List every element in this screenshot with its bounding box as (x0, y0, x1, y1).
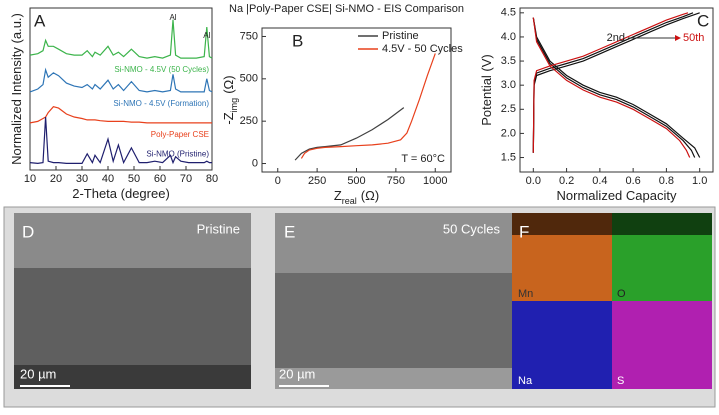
peak-annotation: Al (203, 31, 210, 40)
axis-label-text: Normalized Capacity (557, 188, 677, 203)
axis-label-unit: (Ω) (361, 188, 379, 203)
map-label: Mn (518, 288, 533, 300)
annotation: 50th (683, 32, 704, 44)
x-tick-label: 20 (50, 173, 62, 185)
panel-label: B (292, 31, 303, 50)
data-line (300, 53, 436, 159)
legend-label: 4.5V - 50 Cycles (382, 43, 463, 55)
axis-label-sub: img (229, 98, 239, 113)
sem-image-top (275, 213, 512, 273)
y-tick-label: 4.5 (501, 7, 516, 19)
panel-label: A (34, 11, 46, 30)
y-axis-label: Normalized Intensity (a.u.) (9, 13, 24, 165)
axis-label-sub: real (342, 196, 357, 206)
x-tick-label: 0 (275, 175, 281, 187)
x-tick-label: 250 (308, 175, 326, 187)
x-tick-label: 0.2 (559, 175, 574, 187)
data-line (532, 17, 701, 158)
x-tick-label: 30 (76, 173, 88, 185)
scale-label: 20 µm (279, 366, 315, 381)
annotation: T = 60°C (401, 153, 445, 165)
sem-image-top (14, 213, 251, 268)
x-tick-label: 1.0 (692, 175, 707, 187)
axis-label-text: Potential (V) (479, 54, 494, 126)
y-tick-label: 3.5 (501, 55, 516, 67)
x-tick-label: 750 (387, 175, 405, 187)
caption: 50 Cycles (443, 221, 501, 236)
data-line (294, 107, 405, 161)
x-axis-label: Zreal (Ω) (334, 188, 379, 206)
y-tick-label: 3.0 (501, 79, 516, 91)
panel-label: C (697, 11, 709, 30)
plot-frame (29, 7, 213, 171)
y-tick-label: 250 (240, 115, 258, 127)
axis-label-text: 2-Theta (degree) (72, 186, 170, 201)
x-tick-label: 50 (128, 173, 140, 185)
panel-label: E (284, 222, 295, 241)
data-line (532, 12, 689, 153)
x-tick-label: 500 (347, 175, 365, 187)
x-tick-label: 0.6 (625, 175, 640, 187)
series-label: Poly-Paper CSE (151, 130, 209, 139)
micrograph-panel: D Pristine 20 µm E 50 Cycles 20 µm F Mn … (3, 206, 716, 408)
sem-image-bottom (275, 368, 512, 389)
x-tick-label: 10 (24, 173, 36, 185)
axis-label-unit: (Ω) (221, 75, 236, 93)
x-tick-label: 80 (206, 173, 218, 185)
y-tick-label: 1.5 (501, 151, 516, 163)
map-label: O (617, 288, 626, 300)
y-tick-label: 2.0 (501, 127, 516, 139)
data-line (29, 116, 212, 165)
eds-map-s (612, 301, 712, 389)
annotation-arrowhead (675, 35, 681, 41)
y-tick-label: 750 (240, 30, 258, 42)
y-tick-label: 2.5 (501, 103, 516, 115)
legend-label: Pristine (382, 30, 419, 42)
panel-label: D (22, 222, 34, 241)
y-tick-label: 500 (240, 73, 258, 85)
caption: Pristine (197, 221, 240, 236)
axis-label-text: Normalized Intensity (a.u.) (9, 13, 24, 165)
x-axis-label: 2-Theta (degree) (72, 186, 170, 201)
y-axis-label: Potential (V) (479, 54, 494, 126)
data-line (532, 17, 691, 158)
scale-label: 20 µm (20, 366, 56, 381)
data-line (29, 19, 213, 59)
x-tick-label: 1000 (423, 175, 447, 187)
panel-label: F (519, 222, 529, 241)
map-label: S (617, 375, 624, 387)
series-label: Si-NMO - 4.5V (Formation) (113, 99, 209, 108)
x-tick-label: 0.0 (526, 175, 541, 187)
y-tick-label: 4.0 (501, 31, 516, 43)
eds-map-na (512, 301, 612, 389)
peak-annotation: Al (169, 13, 176, 22)
data-line (29, 67, 213, 93)
axis-label-text: -Z (221, 112, 236, 124)
x-tick-label: 0.8 (659, 175, 674, 187)
axis-label-text: Z (334, 188, 342, 203)
data-line (29, 106, 212, 124)
series-label: Si-NMO (Pristine) (146, 150, 209, 159)
x-axis-label: Normalized Capacity (557, 188, 677, 203)
data-line (532, 17, 696, 158)
annotation: 2nd (607, 32, 625, 44)
x-tick-label: 60 (154, 173, 166, 185)
series-label: Si-NMO - 4.5V (50 Cycles) (114, 65, 209, 74)
eds-map-top (512, 213, 712, 235)
x-tick-label: 40 (102, 173, 114, 185)
chart-title: Na |Poly-Paper CSE| Si-NMO - EIS Compari… (229, 3, 464, 15)
x-tick-label: 70 (180, 173, 192, 185)
x-tick-label: 0.4 (592, 175, 607, 187)
plot-frame (519, 7, 714, 173)
y-axis-label: -Zimg (Ω) (221, 75, 239, 124)
y-tick-label: 0 (252, 157, 258, 169)
map-label: Na (518, 375, 533, 387)
